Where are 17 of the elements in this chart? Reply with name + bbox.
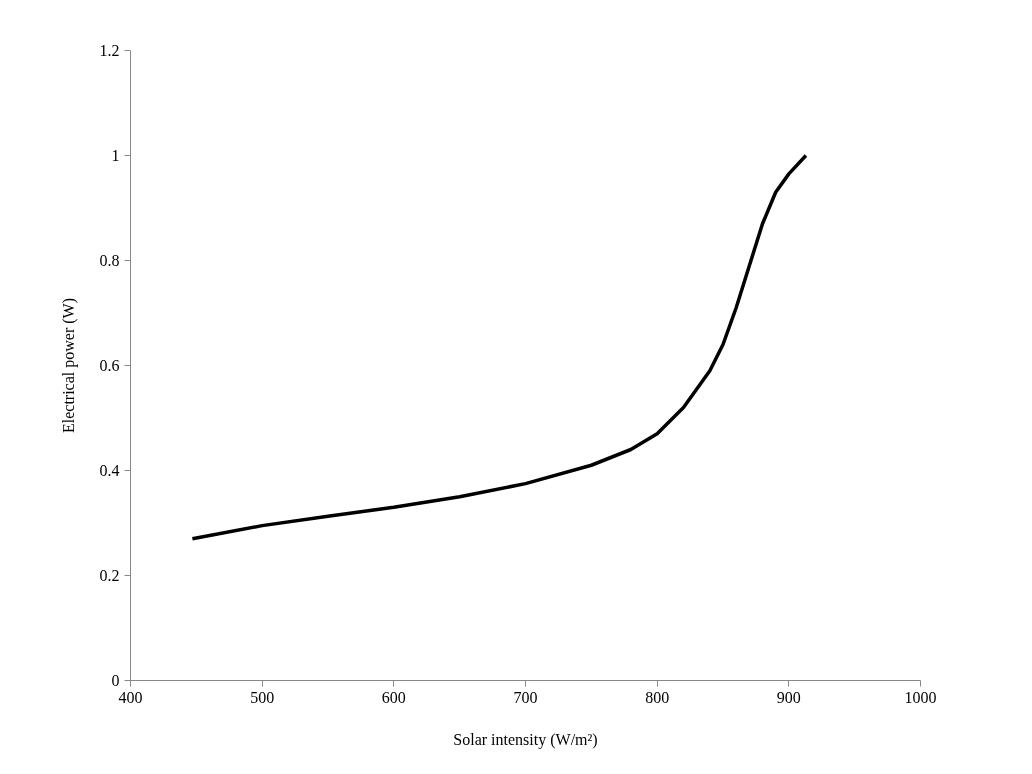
x-tick-label: 800 [645, 688, 670, 706]
y-tick-label: 0.4 [99, 462, 120, 479]
y-tick-label: 0.6 [99, 357, 120, 374]
x-tick-label: 600 [381, 688, 406, 706]
y-tick-label: 0.2 [99, 567, 120, 584]
line-series [190, 153, 808, 541]
x-tick-label: 500 [250, 688, 275, 706]
y-tick-label: 1 [111, 147, 120, 164]
x-tick-label: 900 [776, 688, 801, 706]
x-tick-label: 1000 [904, 688, 937, 706]
y-axis-title: Electrical power (W) [59, 297, 78, 434]
x-tick-label: 700 [513, 688, 538, 706]
x-tick-label: 400 [118, 688, 143, 706]
y-tick-label: 0.8 [99, 252, 120, 269]
y-tick-label: 1.2 [99, 42, 120, 59]
x-axis-title: Solar intensity (W/m²) [453, 730, 598, 749]
y-tick-label: 0 [111, 672, 120, 689]
